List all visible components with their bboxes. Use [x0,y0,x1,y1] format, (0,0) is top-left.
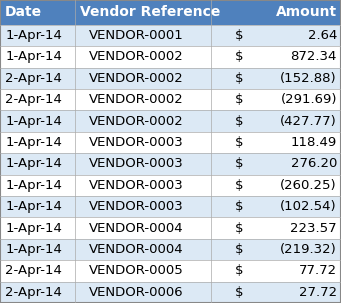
Text: 1-Apr-14: 1-Apr-14 [5,29,62,42]
Text: VENDOR-0002: VENDOR-0002 [89,72,183,85]
Text: VENDOR-0003: VENDOR-0003 [89,158,183,170]
Text: VENDOR-0001: VENDOR-0001 [89,29,183,42]
Text: (152.88): (152.88) [280,72,337,85]
Text: VENDOR-0003: VENDOR-0003 [89,200,183,213]
Text: $: $ [235,200,244,213]
Text: 2-Apr-14: 2-Apr-14 [5,93,62,106]
Text: Amount: Amount [276,5,337,19]
Text: $: $ [235,243,244,256]
Text: $: $ [235,72,244,85]
Text: 1-Apr-14: 1-Apr-14 [5,243,62,256]
Text: VENDOR-0002: VENDOR-0002 [89,50,183,63]
Text: $: $ [235,115,244,128]
Text: $: $ [235,29,244,42]
Text: VENDOR-0003: VENDOR-0003 [89,179,183,192]
Bar [0,132,341,153]
Text: $: $ [235,136,244,149]
Text: 223.57: 223.57 [290,221,337,235]
Bar [0,46,341,68]
Text: Date: Date [5,5,42,19]
Text: 2-Apr-14: 2-Apr-14 [5,286,62,299]
Text: 2-Apr-14: 2-Apr-14 [5,72,62,85]
Text: (291.69): (291.69) [280,93,337,106]
Bar [0,260,341,281]
Text: 77.72: 77.72 [299,265,337,278]
Text: (427.77): (427.77) [280,115,337,128]
Text: 1-Apr-14: 1-Apr-14 [5,200,62,213]
Text: VENDOR-0005: VENDOR-0005 [89,265,183,278]
Bar [75,0,211,25]
Bar [0,239,341,260]
Text: 872.34: 872.34 [291,50,337,63]
Text: (219.32): (219.32) [280,243,337,256]
Bar [0,89,341,110]
Text: $: $ [235,158,244,170]
Text: VENDOR-0004: VENDOR-0004 [89,243,183,256]
Text: 276.20: 276.20 [291,158,337,170]
Text: Vendor Reference: Vendor Reference [80,5,221,19]
Text: $: $ [235,265,244,278]
Text: (260.25): (260.25) [280,179,337,192]
Text: 1-Apr-14: 1-Apr-14 [5,50,62,63]
Text: $: $ [235,50,244,63]
Text: VENDOR-0003: VENDOR-0003 [89,136,183,149]
Text: 1-Apr-14: 1-Apr-14 [5,115,62,128]
Text: 1-Apr-14: 1-Apr-14 [5,158,62,170]
Bar [0,110,341,132]
Bar [211,0,341,25]
Bar [0,68,341,89]
Text: 118.49: 118.49 [291,136,337,149]
Text: 2.64: 2.64 [308,29,337,42]
Text: VENDOR-0006: VENDOR-0006 [89,286,183,299]
Text: 1-Apr-14: 1-Apr-14 [5,221,62,235]
Text: VENDOR-0004: VENDOR-0004 [89,221,183,235]
Bar [0,153,341,175]
Text: 1-Apr-14: 1-Apr-14 [5,136,62,149]
Bar [0,175,341,196]
Text: $: $ [235,286,244,299]
Bar [0,218,341,239]
Text: $: $ [235,93,244,106]
Bar [0,281,341,303]
Text: VENDOR-0002: VENDOR-0002 [89,93,183,106]
Bar [0,25,341,46]
Text: 1-Apr-14: 1-Apr-14 [5,179,62,192]
Text: $: $ [235,179,244,192]
Text: (102.54): (102.54) [280,200,337,213]
Bar [0,0,75,25]
Text: VENDOR-0002: VENDOR-0002 [89,115,183,128]
Text: 2-Apr-14: 2-Apr-14 [5,265,62,278]
Text: 27.72: 27.72 [299,286,337,299]
Bar [0,196,341,218]
Text: $: $ [235,221,244,235]
